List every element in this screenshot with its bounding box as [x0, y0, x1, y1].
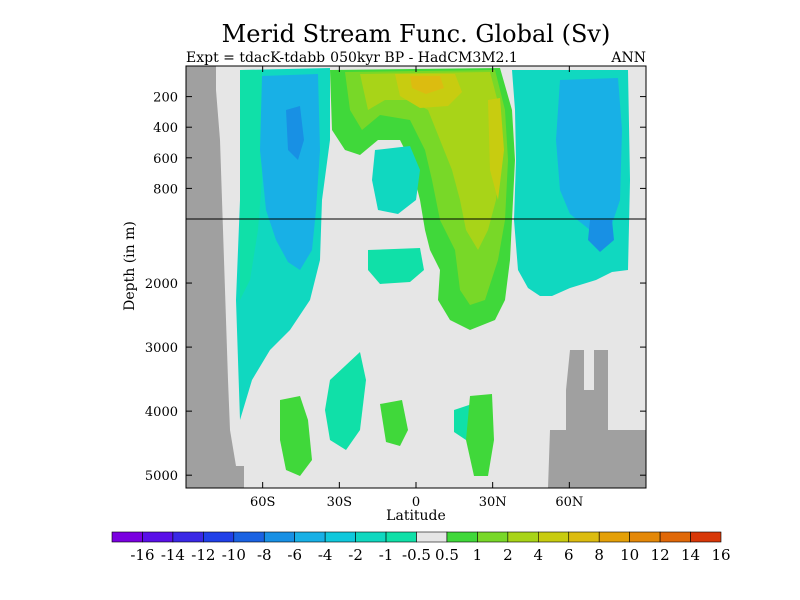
x-tick-label: 0	[412, 495, 420, 510]
land-antarctica	[186, 66, 244, 488]
colorbar-swatch	[203, 531, 235, 543]
contour-southern-deepblue	[286, 106, 304, 160]
subtitle-center: 050kyr BP - HadCM3M2.1	[330, 50, 518, 66]
colorbar-level-label: -12	[191, 546, 215, 564]
y-tick-label: 3000	[145, 341, 178, 356]
land-mask	[186, 66, 646, 488]
colorbar-level-label: -6	[287, 546, 302, 564]
colorbar-level-label: 12	[651, 546, 670, 564]
colorbar	[111, 531, 722, 543]
contour-northern-blue	[556, 78, 622, 230]
contour-southern-green	[240, 70, 262, 300]
contour-southern-blue	[260, 74, 320, 270]
y-tick-label: 800	[153, 182, 178, 197]
colorbar-level-label: -14	[161, 546, 185, 564]
subtitle-right: ANN	[610, 50, 646, 66]
colorbar-swatch	[537, 531, 570, 543]
y-axis-label: Depth (in m)	[122, 221, 138, 311]
colorbar-swatch	[142, 531, 174, 543]
x-axis: 60S 30S 0 30N 60N	[250, 66, 583, 510]
colorbar-level-label: 1	[473, 546, 483, 564]
colorbar-level-label: -1	[379, 546, 394, 564]
contour-deep-mid-green	[380, 400, 408, 446]
colorbar-level-label: 10	[620, 546, 639, 564]
colorbar-swatch	[385, 531, 417, 543]
colorbar-swatch	[355, 531, 387, 543]
colorbar-labels: -16 -14 -12 -10 -8 -6 -4 -2 -1 -0.5 0.5 1 2 4 6 8 10 12 14…	[130, 546, 730, 564]
contour-deep-south-green	[280, 396, 312, 476]
colorbar-swatch	[172, 531, 204, 543]
colorbar-level-label: -0.5	[402, 546, 431, 564]
colorbar-swatch	[629, 531, 661, 543]
y-tick-label: 5000	[145, 469, 178, 484]
colorbar-swatch	[568, 531, 600, 543]
colorbar-swatch	[446, 531, 478, 543]
y-tick-label: 600	[153, 152, 178, 167]
colorbar-level-label: -2	[348, 546, 363, 564]
subtitle-left: Expt = tdacK-tdabb	[186, 50, 325, 66]
x-tick-label: 30N	[479, 495, 507, 510]
contour-central-yellow	[360, 72, 500, 250]
contour-central-teal	[372, 146, 420, 214]
land-north-ridge	[548, 350, 646, 488]
x-axis-label: Latitude	[386, 508, 446, 524]
colorbar-level-label: 16	[711, 546, 730, 564]
colorbar-level-label: 2	[503, 546, 513, 564]
contour-central-teal-2	[368, 248, 424, 284]
contour-deep-south-teal	[325, 352, 366, 450]
colorbar-level-label: 6	[564, 546, 574, 564]
chart-title: Merid Stream Func. Global (Sv)	[222, 20, 611, 48]
colorbar-swatch	[690, 531, 722, 543]
colorbar-level-label: -8	[257, 546, 272, 564]
y-axis: 200 400 600 800 2000 3000 4000 5000	[145, 91, 646, 484]
colorbar-swatch	[111, 531, 143, 543]
colorbar-level-label: 4	[534, 546, 544, 564]
y-tick-label: 4000	[145, 405, 178, 420]
colorbar-swatch	[659, 531, 691, 543]
colorbar-swatch	[263, 531, 296, 543]
colorbar-level-label: -16	[130, 546, 154, 564]
colorbar-level-label: -10	[222, 546, 246, 564]
contour-deep-north-green	[466, 394, 494, 476]
contour-core-orange-3	[488, 98, 504, 200]
y-tick-label: 2000	[145, 277, 178, 292]
contour-core-orange-2	[410, 76, 444, 94]
colorbar-level-label: 14	[681, 546, 700, 564]
x-tick-label: 30S	[327, 495, 352, 510]
colorbar-level-label: 8	[594, 546, 604, 564]
colorbar-level-label: -4	[318, 546, 333, 564]
colorbar-swatch	[477, 531, 509, 543]
x-tick-label: 60S	[250, 495, 275, 510]
colorbar-swatch	[507, 531, 539, 543]
colorbar-swatch	[416, 531, 448, 543]
colorbar-level-label: 0.5	[435, 546, 459, 564]
contour-northern-deepblue	[588, 220, 614, 252]
colorbar-swatch	[324, 531, 356, 543]
contour-fields	[236, 68, 630, 476]
y-tick-label: 200	[153, 91, 178, 106]
y-tick-label: 400	[153, 121, 178, 136]
colorbar-swatch	[598, 531, 630, 543]
colorbar-swatch	[294, 531, 326, 543]
plot-area	[186, 66, 646, 488]
colorbar-swatch	[233, 531, 265, 543]
x-tick-label: 60N	[555, 495, 583, 510]
